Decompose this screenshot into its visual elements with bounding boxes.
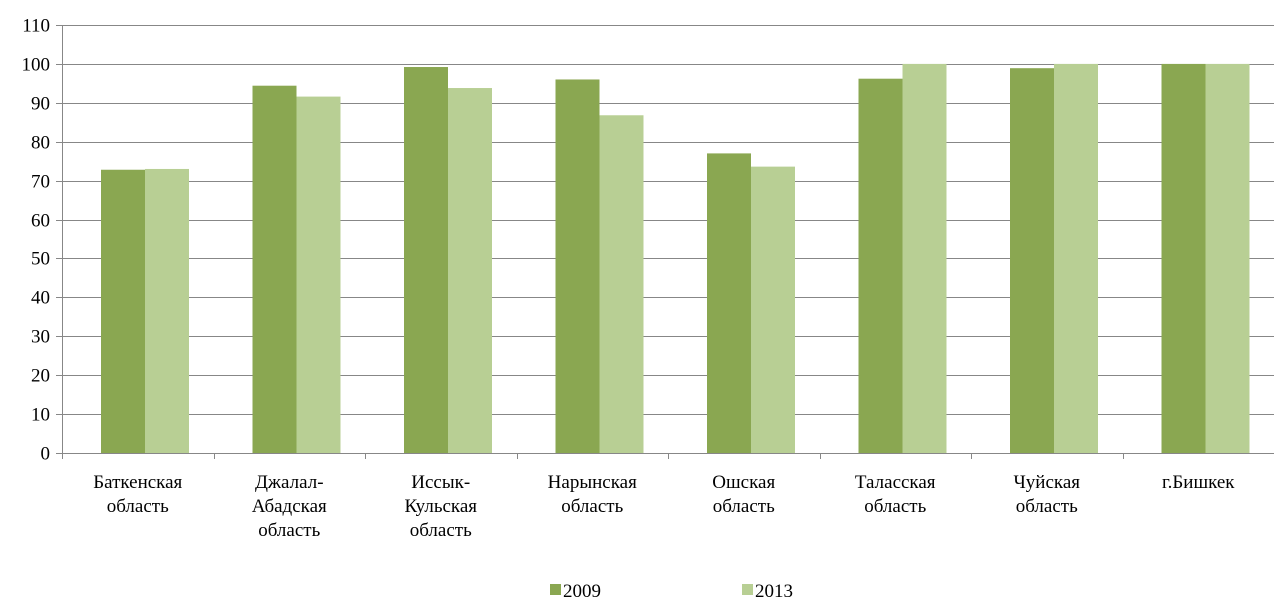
bar-2009-0 [101,169,145,453]
bar-2013-6 [1054,63,1098,454]
x-category-label: Иссык- Кульская область [404,472,477,541]
x-category-label-line: область [107,496,169,517]
legend-label-2013: 2013 [755,581,793,602]
x-category-label-line: г.Бишкек [1162,472,1235,493]
bar-2013-1 [296,96,341,454]
x-category-label-line: область [864,496,926,517]
x-category-label-line: Абадская [252,496,327,517]
legend-swatch-2009 [550,584,561,595]
bar-2013-3 [599,115,644,453]
x-category-label: Баткенская область [93,472,182,517]
x-category-label-line: область [258,520,320,541]
bar-2009-3 [555,79,600,454]
bar-2009-5 [858,78,903,453]
y-tick-label: 40 [31,288,50,309]
bar-2013-0 [145,168,189,454]
y-tick-label: 60 [31,211,50,232]
legend: 2009 2013 [550,581,793,602]
x-category-label-line: Ошская [712,472,775,493]
bar-2013-2 [448,88,492,454]
legend-label-2009: 2009 [563,581,601,602]
y-tick-label: 100 [22,55,51,76]
x-category-label-line: Чуйская [1013,472,1080,493]
x-category-label-line: область [1016,496,1078,517]
x-category-label-line: Таласская [855,472,936,493]
y-tick-label: 90 [31,94,50,115]
x-category-label-line: область [713,496,775,517]
y-tick-label: 50 [31,249,50,270]
y-axis-tick-labels: 0 10 20 30 40 50 60 70 80 90 100 110 [22,16,51,465]
x-category-label: г.Бишкек [1162,472,1235,493]
y-tick-label: 110 [22,16,50,37]
bar-2009-6 [1010,68,1054,454]
axes [56,25,1274,459]
bar-2009-2 [404,67,448,453]
x-category-label-line: Кульская [404,496,477,517]
bar-2009-1 [252,85,297,453]
x-category-label-line: область [410,520,472,541]
bar-2009-4 [707,153,751,453]
x-category-label: Нарынская область [548,472,637,517]
y-tick-label: 70 [31,172,50,193]
bar-2009-7 [1161,63,1206,454]
legend-swatch-2013 [742,584,753,595]
y-tick-label: 0 [41,444,51,465]
bar-2013-7 [1205,63,1250,454]
y-tick-label: 10 [31,405,50,426]
y-tick-label: 20 [31,366,50,387]
x-category-label: Таласская область [855,472,936,517]
y-tick-label: 80 [31,133,50,154]
bar-2013-4 [751,166,795,453]
y-tick-label: 30 [31,327,50,348]
x-category-label-line: Джалал- [255,472,324,493]
x-category-label-line: Нарынская [548,472,637,493]
x-category-label-line: Иссык- [411,472,470,493]
x-category-label-line: область [561,496,623,517]
x-category-label: Ошская область [712,472,775,517]
x-category-label-line: Баткенская [93,472,182,493]
bars [101,63,1250,454]
x-category-label: Чуйская область [1013,472,1080,517]
x-category-label: Джалал- Абадская область [252,472,327,541]
bar-2013-5 [902,63,947,454]
